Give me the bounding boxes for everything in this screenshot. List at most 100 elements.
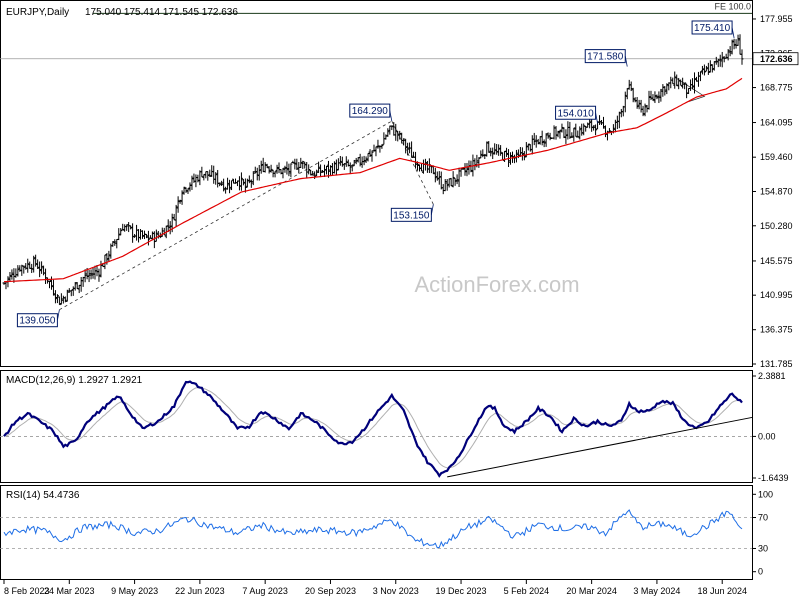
ohlc-bar [257,164,261,181]
ohlc-bar [574,123,578,137]
current-price-label: 172.636 [760,54,793,64]
ohlc-bar [637,99,641,110]
ohlc-bar [111,241,115,247]
x-tick-label: 22 Jun 2023 [175,586,225,596]
x-tick-label: 18 Jun 2024 [697,586,747,596]
ohlc-bar [182,186,186,195]
ohlc-bar [564,129,568,144]
ohlc-bar [283,165,287,173]
ohlc-bar [410,141,414,158]
price-panel-title: EURJPY,Daily [6,7,69,18]
ohlc-bar [414,151,418,169]
ohlc-bar [51,279,55,296]
ohlc-bar [505,147,509,157]
ohlc-bar [214,172,218,185]
ohlc-bar [683,82,687,90]
macd-layer [0,380,753,478]
macd-signal-line [3,387,743,469]
ohlc-bar [558,129,562,139]
ohlc-bar [186,188,190,194]
ohlc-bar [8,272,12,281]
ohlc-bar [586,122,590,128]
ohlc-bar [34,254,38,267]
ohlc-bar [386,128,390,137]
ohlc-bar [48,280,52,289]
price-y-tick-label: 131.785 [760,359,793,369]
ohlc-bar [30,263,34,274]
ohlc-bar [73,281,77,291]
ohlc-bar [700,65,704,75]
level-annotation-text: 164.290 [352,106,389,117]
ohlc-bar [218,182,222,187]
ohlc-bar [188,182,192,192]
x-tick-label: 19 Dec 2023 [436,586,487,596]
ohlc-bar [301,160,305,169]
ohlc-bar [675,74,679,87]
ohlc-bar [275,164,279,174]
ohlc-bar [253,166,257,174]
ohlc-bar [548,132,552,141]
ohlc-bar [419,163,423,172]
ohlc-bar [726,49,730,61]
level-annotation-text: 171.580 [587,52,624,63]
x-tick-label: 3 May 2024 [633,586,680,596]
x-tick-label: 20 Mar 2024 [566,586,617,596]
ohlc-bar [344,156,348,167]
ohlc-bar [710,64,714,73]
price-y-tick-label: 159.460 [760,152,793,162]
price-y-tick-label: 140.995 [760,290,793,300]
ohlc-bar [708,60,712,73]
level-annotation: 153.150 [390,204,434,222]
ohlc-bar [493,143,497,155]
price-layer: FE 100.0 139.050 164.290 153.150 171.580 154.… [0,1,752,328]
ohlc-bar [226,177,230,190]
ohlc-bar [57,296,61,306]
level-annotation: 175.410 [691,20,735,39]
ohlc-bar [641,105,645,117]
ohlc-bar [485,141,489,157]
ohlc-bar [728,46,732,57]
ohlc-bar [402,138,406,146]
ohlc-bar [536,138,540,145]
rsi-y-tick-label: 0 [758,567,763,577]
ohlc-bar [526,143,530,151]
ohlc-bar [629,81,633,92]
ohlc-bar [730,39,734,55]
ohlc-bar [325,165,329,175]
current-price-box [752,52,799,66]
ohlc-bar [259,160,263,174]
axes-layer: 177.955173.365168.775164.095159.460154.8… [3,14,799,596]
ohlc-bar [560,123,564,133]
ohlc-bar [520,147,524,161]
x-tick-label: 7 Aug 2023 [242,586,288,596]
ohlc-bar [489,147,493,157]
ohlc-bar [18,265,22,272]
ohlc-bar [704,65,708,72]
ohlc-bar [178,199,182,204]
ohlc-bar [291,160,295,164]
ohlc-bar [702,64,706,76]
ohlc-bar [317,161,321,173]
dashed-trendline-0 [59,120,392,311]
ohlc-bar [497,144,501,156]
ohlc-bar [196,174,200,183]
ohlc-bar [265,163,269,169]
ohlc-bar [576,130,580,138]
ohlc-bar [49,276,53,290]
ohlc-bar [651,94,655,101]
ohlc-bar [657,91,661,104]
ohlc-bar [647,90,651,110]
ohlc-bar [693,72,697,94]
level-annotation-text: 175.410 [694,23,731,34]
ohlc-bar [10,269,14,280]
ohlc-bar [174,204,178,227]
ohlc-bar [487,141,491,153]
ohlc-bar [129,225,133,230]
x-tick-label: 9 May 2023 [111,586,158,596]
price-y-tick-label: 164.095 [760,118,793,128]
ohlc-bar [736,34,740,46]
ohlc-bar [720,51,724,68]
ohlc-bar [354,157,358,165]
ohlc-bar [532,132,536,146]
ohlc-bar [26,258,30,273]
